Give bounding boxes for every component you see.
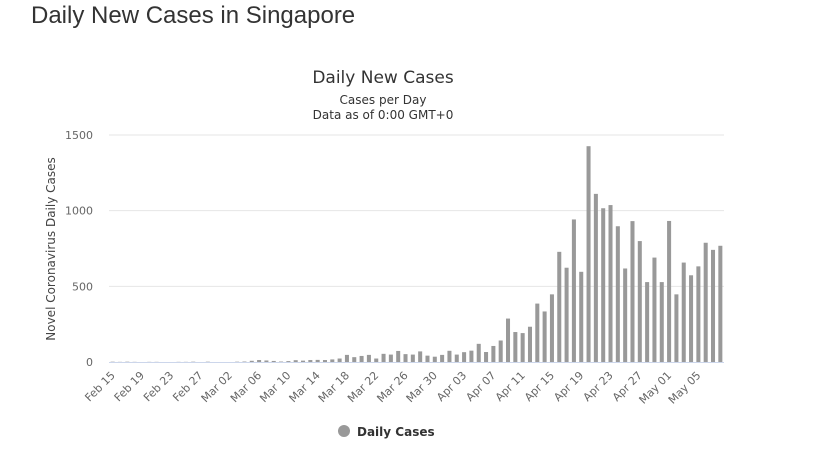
legend-marker (338, 425, 350, 437)
bar[interactable]: Mar 15: 13 (322, 360, 327, 362)
bar[interactable]: Mar 18: 47 (344, 354, 349, 362)
y-tick-label: 1000 (65, 205, 93, 218)
bar[interactable]: Mar 07: 10 (264, 360, 269, 362)
bar[interactable]: Apr 14: 334 (542, 311, 547, 362)
bar[interactable]: Mar 20: 40 (359, 355, 364, 362)
bar[interactable]: Apr 06: 66 (484, 352, 489, 362)
x-tick-label: Mar 06 (228, 369, 264, 405)
x-tick-label: Apr 19 (551, 369, 586, 404)
x-tick-label: Mar 02 (199, 369, 235, 405)
bar[interactable]: Apr 30: 528 (659, 282, 664, 362)
bar[interactable]: May 04: 573 (689, 275, 694, 362)
y-tick-label: 1500 (65, 129, 93, 142)
x-tick-label: Apr 11 (493, 369, 528, 404)
bar[interactable]: Mar 24: 49 (388, 354, 393, 362)
bar[interactable]: Apr 01: 74 (447, 350, 452, 362)
y-axis-title: Novel Coronavirus Daily Cases (44, 157, 58, 340)
bar[interactable]: Apr 19: 596 (579, 271, 584, 362)
bar[interactable]: Mar 26: 52 (403, 354, 408, 362)
x-tick-label: Mar 10 (257, 369, 293, 405)
bar[interactable]: Apr 03: 65 (462, 352, 467, 362)
bar[interactable]: Mar 12: 9 (301, 360, 306, 362)
bars: Feb 15: 2Feb 16: 1Feb 17: 2Feb 18: 1Feb … (110, 146, 723, 362)
bar[interactable]: Apr 02: 49 (454, 354, 459, 362)
gridlines (109, 134, 724, 287)
x-tick-label: Apr 23 (581, 369, 616, 404)
chart-subtitle: Cases per Day (340, 93, 427, 107)
bar[interactable]: Mar 05: 8 (249, 360, 254, 362)
y-tick-label: 0 (86, 356, 93, 369)
bar[interactable]: Apr 18: 942 (571, 219, 576, 362)
bar[interactable]: May 07: 741 (711, 249, 716, 362)
x-tick-label: Mar 18 (316, 369, 352, 405)
bar[interactable]: Mar 10: 6 (286, 361, 291, 362)
y-axis-ticks: 0 500 1000 1500 (65, 129, 93, 369)
bar[interactable]: May 03: 657 (681, 262, 686, 362)
bar[interactable]: May 01: 932 (667, 220, 672, 362)
bar[interactable]: May 06: 788 (703, 242, 708, 362)
bar[interactable]: Apr 20: 1426 (586, 146, 591, 362)
x-tick-label: May 05 (666, 369, 704, 407)
bar[interactable]: Mar 08: 7 (271, 360, 276, 362)
bar[interactable]: Mar 19: 32 (352, 357, 357, 362)
bar[interactable]: Apr 29: 690 (652, 257, 657, 362)
bar[interactable]: Mar 27: 49 (410, 354, 415, 362)
bar[interactable]: Apr 07: 106 (491, 345, 496, 362)
x-tick-label: Apr 03 (434, 369, 469, 404)
bar[interactable]: Apr 10: 198 (513, 332, 518, 362)
x-tick-label: Apr 07 (463, 369, 498, 404)
bar[interactable]: Mar 30: 35 (432, 356, 437, 362)
x-tick-label: Mar 26 (374, 369, 410, 405)
bar[interactable]: Apr 04: 75 (469, 350, 474, 362)
bar[interactable]: Mar 23: 54 (381, 353, 386, 362)
x-tick-label: Feb 23 (141, 369, 176, 404)
chart-subtitle-data-date: Data as of 0:00 GMT+0 (313, 108, 454, 122)
bar[interactable]: Apr 28: 528 (645, 282, 650, 362)
bar[interactable]: Apr 08: 142 (498, 340, 503, 362)
x-tick-label: Mar 22 (345, 369, 381, 405)
bar[interactable]: Mar 11: 12 (293, 360, 298, 362)
bar[interactable]: Mar 17: 23 (337, 358, 342, 362)
bar[interactable]: Apr 24: 897 (615, 226, 620, 362)
bar[interactable]: Mar 25: 73 (396, 350, 401, 362)
bar[interactable]: May 02: 447 (674, 294, 679, 362)
bar[interactable]: Apr 17: 623 (564, 267, 569, 362)
bar[interactable]: Mar 29: 42 (425, 355, 430, 362)
bar[interactable]: Apr 15: 447 (549, 294, 554, 362)
chart-title: Daily New Cases (312, 68, 454, 88)
bar[interactable]: Apr 23: 1037 (608, 205, 613, 362)
x-tick-label: Apr 15 (522, 369, 557, 404)
legend-item-daily-cases[interactable]: Daily Cases (338, 425, 435, 439)
bar[interactable]: May 08: 768 (718, 245, 723, 362)
bar[interactable]: Mar 16: 17 (330, 359, 335, 362)
bar[interactable]: Apr 12: 233 (527, 326, 532, 362)
bar[interactable]: Apr 09: 287 (506, 318, 511, 362)
bar[interactable]: Mar 13: 13 (308, 360, 313, 362)
bar[interactable]: Mar 28: 70 (418, 351, 423, 362)
x-tick-label: Feb 15 (82, 369, 117, 404)
page-title: Daily New Cases in Singapore (31, 2, 356, 29)
x-tick-label: Mar 14 (287, 369, 323, 405)
bar[interactable]: Mar 22: 23 (374, 358, 379, 362)
x-tick-label: Mar 30 (404, 369, 440, 405)
bar[interactable]: Mar 31: 47 (440, 354, 445, 362)
bar[interactable]: Apr 21: 1111 (593, 193, 598, 362)
bar[interactable]: Apr 22: 1016 (601, 208, 606, 362)
y-tick-label: 500 (72, 280, 93, 293)
bar[interactable]: Mar 21: 47 (366, 354, 371, 362)
bar[interactable]: May 05: 632 (696, 266, 701, 362)
x-tick-label: Feb 19 (112, 369, 147, 404)
bar[interactable]: Apr 11: 191 (520, 333, 525, 362)
bar[interactable]: Apr 05: 120 (476, 343, 481, 362)
bar[interactable]: Mar 06: 13 (257, 360, 262, 362)
legend-label: Daily Cases (357, 425, 435, 439)
bar[interactable]: Apr 16: 728 (557, 251, 562, 362)
bar[interactable]: Mar 14: 14 (315, 359, 320, 362)
bar[interactable]: Apr 13: 386 (535, 303, 540, 362)
bar[interactable]: Apr 25: 618 (623, 268, 628, 362)
bar[interactable]: Apr 27: 799 (637, 241, 642, 362)
bar[interactable]: Apr 26: 931 (630, 221, 635, 362)
